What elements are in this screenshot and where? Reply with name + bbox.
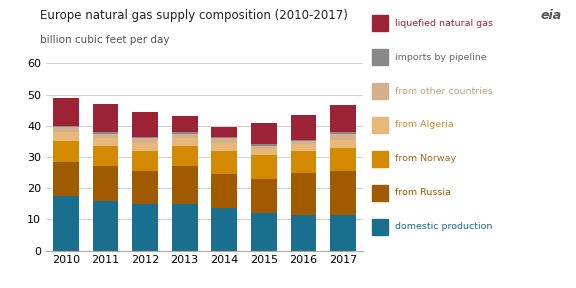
Bar bbox=[53, 196, 79, 251]
Bar bbox=[93, 104, 118, 132]
Bar bbox=[330, 171, 356, 215]
Bar bbox=[251, 145, 276, 146]
Bar bbox=[132, 112, 158, 137]
Bar bbox=[53, 126, 79, 127]
Bar bbox=[172, 204, 198, 251]
Bar bbox=[211, 138, 237, 143]
Bar bbox=[132, 204, 158, 251]
Text: domestic production: domestic production bbox=[395, 222, 492, 232]
Text: from Russia: from Russia bbox=[395, 188, 450, 198]
Bar bbox=[53, 132, 79, 141]
Bar bbox=[211, 151, 237, 174]
Bar bbox=[132, 143, 158, 151]
Bar bbox=[93, 132, 118, 134]
Bar bbox=[211, 143, 237, 151]
Bar bbox=[251, 149, 276, 156]
Bar bbox=[211, 137, 237, 138]
Bar bbox=[93, 138, 118, 146]
Bar bbox=[330, 147, 356, 171]
Bar bbox=[251, 156, 276, 179]
Bar bbox=[172, 132, 198, 134]
Text: imports by pipeline: imports by pipeline bbox=[395, 52, 486, 62]
Bar bbox=[251, 213, 276, 251]
Bar bbox=[172, 146, 198, 166]
Bar bbox=[211, 209, 237, 251]
Bar bbox=[330, 105, 356, 132]
Bar bbox=[172, 116, 198, 132]
Bar bbox=[251, 146, 276, 149]
Bar bbox=[330, 132, 356, 134]
Bar bbox=[132, 137, 158, 138]
Bar bbox=[211, 174, 237, 209]
Bar bbox=[53, 141, 79, 162]
Bar bbox=[291, 215, 316, 251]
Bar bbox=[330, 215, 356, 251]
Text: eia: eia bbox=[540, 9, 562, 22]
Bar bbox=[251, 179, 276, 213]
Bar bbox=[132, 138, 158, 143]
Bar bbox=[330, 140, 356, 147]
Bar bbox=[53, 98, 79, 126]
Bar bbox=[93, 201, 118, 251]
Bar bbox=[93, 134, 118, 138]
Bar bbox=[93, 166, 118, 201]
Bar bbox=[251, 123, 276, 145]
Bar bbox=[291, 151, 316, 173]
Bar bbox=[291, 173, 316, 215]
Bar bbox=[93, 146, 118, 166]
Bar bbox=[132, 171, 158, 204]
Bar bbox=[132, 151, 158, 171]
Bar bbox=[291, 115, 316, 140]
Bar bbox=[330, 134, 356, 140]
Bar bbox=[172, 166, 198, 204]
Bar bbox=[172, 138, 198, 146]
Text: liquefied natural gas: liquefied natural gas bbox=[395, 18, 492, 28]
Bar bbox=[53, 162, 79, 196]
Text: billion cubic feet per day: billion cubic feet per day bbox=[40, 35, 170, 45]
Bar bbox=[291, 141, 316, 145]
Bar bbox=[291, 140, 316, 141]
Text: from Norway: from Norway bbox=[395, 154, 456, 164]
Bar bbox=[291, 145, 316, 151]
Bar bbox=[172, 134, 198, 138]
Bar bbox=[211, 127, 237, 137]
Text: Europe natural gas supply composition (2010-2017): Europe natural gas supply composition (2… bbox=[40, 9, 348, 22]
Text: from other countries: from other countries bbox=[395, 86, 492, 96]
Text: from Algeria: from Algeria bbox=[395, 120, 453, 130]
Bar bbox=[53, 127, 79, 132]
